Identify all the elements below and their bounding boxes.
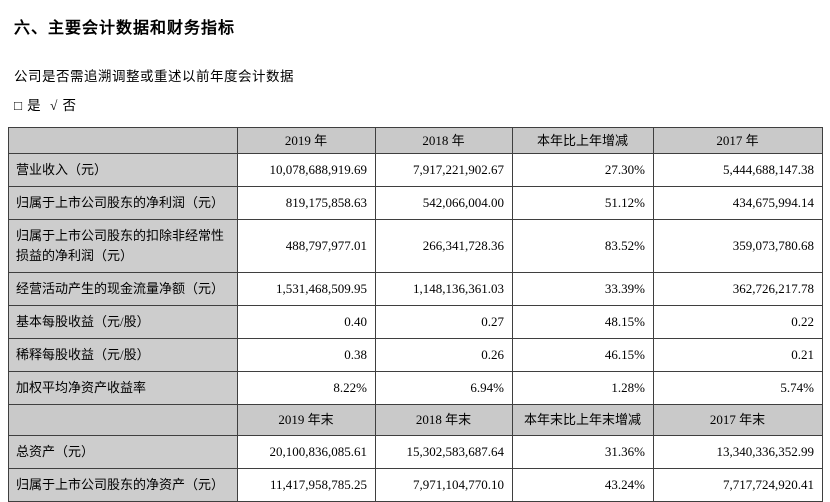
yoy-change-cell: 33.39% bbox=[512, 272, 654, 306]
corner-cell bbox=[8, 404, 238, 436]
value-2018-cell: 0.27 bbox=[375, 305, 513, 339]
corner-cell bbox=[8, 127, 238, 154]
value-2017-end-cell: 7,717,724,920.41 bbox=[653, 468, 823, 502]
table-row: 基本每股收益（元/股） 0.40 0.27 48.15% 0.22 bbox=[8, 305, 823, 339]
eoy-change-cell: 31.36% bbox=[512, 435, 654, 469]
table-row: 归属于上市公司股东的净资产（元） 11,417,958,785.25 7,971… bbox=[8, 468, 823, 502]
eoy-change-cell: 43.24% bbox=[512, 468, 654, 502]
financial-indicators-table: 2019 年 2018 年 本年比上年增减 2017 年 营业收入（元） 10,… bbox=[8, 127, 823, 502]
row-label-cell: 归属于上市公司股东的扣除非经常性损益的净利润（元） bbox=[8, 219, 238, 273]
header-2019: 2019 年 bbox=[237, 127, 376, 154]
value-2017-cell: 362,726,217.78 bbox=[653, 272, 823, 306]
value-2019-cell: 0.38 bbox=[237, 338, 376, 372]
value-2018-cell: 6.94% bbox=[375, 371, 513, 405]
row-label-cell: 稀释每股收益（元/股） bbox=[8, 338, 238, 372]
value-2019-end-cell: 20,100,836,085.61 bbox=[237, 435, 376, 469]
table-row: 加权平均净资产收益率 8.22% 6.94% 1.28% 5.74% bbox=[8, 371, 823, 405]
value-2017-cell: 0.22 bbox=[653, 305, 823, 339]
value-2018-cell: 7,917,221,902.67 bbox=[375, 153, 513, 187]
value-2019-cell: 488,797,977.01 bbox=[237, 219, 376, 273]
value-2017-cell: 359,073,780.68 bbox=[653, 219, 823, 273]
value-2017-cell: 434,675,994.14 bbox=[653, 186, 823, 220]
value-2017-cell: 5.74% bbox=[653, 371, 823, 405]
value-2017-cell: 5,444,688,147.38 bbox=[653, 153, 823, 187]
table-row: 归属于上市公司股东的扣除非经常性损益的净利润（元） 488,797,977.01… bbox=[8, 219, 823, 273]
value-2019-cell: 0.40 bbox=[237, 305, 376, 339]
restate-no-label: 否 bbox=[62, 98, 76, 113]
table-row: 归属于上市公司股东的净利润（元） 819,175,858.63 542,066,… bbox=[8, 186, 823, 220]
table-row: 经营活动产生的现金流量净额（元） 1,531,468,509.95 1,148,… bbox=[8, 272, 823, 306]
value-2018-cell: 0.26 bbox=[375, 338, 513, 372]
row-label-cell: 总资产（元） bbox=[8, 435, 238, 469]
header-2018-end: 2018 年末 bbox=[375, 404, 513, 436]
value-2017-cell: 0.21 bbox=[653, 338, 823, 372]
value-2019-cell: 1,531,468,509.95 bbox=[237, 272, 376, 306]
header-eoy-change: 本年末比上年末增减 bbox=[512, 404, 654, 436]
yoy-change-cell: 1.28% bbox=[512, 371, 654, 405]
yoy-change-cell: 83.52% bbox=[512, 219, 654, 273]
checkmark-icon: √ bbox=[50, 98, 58, 113]
restate-question: 公司是否需追溯调整或重述以前年度会计数据 bbox=[14, 69, 294, 84]
restate-options: □ 是 √ 否 bbox=[14, 94, 822, 114]
value-2018-end-cell: 7,971,104,770.10 bbox=[375, 468, 513, 502]
table-row: 稀释每股收益（元/股） 0.38 0.26 46.15% 0.21 bbox=[8, 338, 823, 372]
header-2017: 2017 年 bbox=[653, 127, 823, 154]
value-2018-cell: 266,341,728.36 bbox=[375, 219, 513, 273]
value-2019-cell: 819,175,858.63 bbox=[237, 186, 376, 220]
header-2018: 2018 年 bbox=[375, 127, 513, 154]
header-yoy-change: 本年比上年增减 bbox=[512, 127, 654, 154]
row-label-cell: 加权平均净资产收益率 bbox=[8, 371, 238, 405]
value-2019-cell: 10,078,688,919.69 bbox=[237, 153, 376, 187]
restate-yes-label: 是 bbox=[27, 98, 41, 113]
yoy-change-cell: 51.12% bbox=[512, 186, 654, 220]
yoy-change-cell: 46.15% bbox=[512, 338, 654, 372]
header-2019-end: 2019 年末 bbox=[237, 404, 376, 436]
yoy-change-cell: 48.15% bbox=[512, 305, 654, 339]
row-label-cell: 经营活动产生的现金流量净额（元） bbox=[8, 272, 238, 306]
value-2019-cell: 8.22% bbox=[237, 371, 376, 405]
value-2018-cell: 1,148,136,361.03 bbox=[375, 272, 513, 306]
row-label-cell: 归属于上市公司股东的净利润（元） bbox=[8, 186, 238, 220]
header-2017-end: 2017 年末 bbox=[653, 404, 823, 436]
row-label-cell: 营业收入（元） bbox=[8, 153, 238, 187]
row-label-cell: 基本每股收益（元/股） bbox=[8, 305, 238, 339]
yoy-change-cell: 27.30% bbox=[512, 153, 654, 187]
checkbox-unchecked-icon: □ bbox=[14, 98, 23, 113]
section-title: 六、主要会计数据和财务指标 bbox=[14, 20, 236, 37]
value-2018-end-cell: 15,302,583,687.64 bbox=[375, 435, 513, 469]
value-2017-end-cell: 13,340,336,352.99 bbox=[653, 435, 823, 469]
table-row: 总资产（元） 20,100,836,085.61 15,302,583,687.… bbox=[8, 435, 823, 469]
table-header-eoy-row: 2019 年末 2018 年末 本年末比上年末增减 2017 年末 bbox=[8, 404, 823, 436]
value-2019-end-cell: 11,417,958,785.25 bbox=[237, 468, 376, 502]
table-header-annual-row: 2019 年 2018 年 本年比上年增减 2017 年 bbox=[8, 127, 823, 154]
value-2018-cell: 542,066,004.00 bbox=[375, 186, 513, 220]
table-row: 营业收入（元） 10,078,688,919.69 7,917,221,902.… bbox=[8, 153, 823, 187]
row-label-cell: 归属于上市公司股东的净资产（元） bbox=[8, 468, 238, 502]
